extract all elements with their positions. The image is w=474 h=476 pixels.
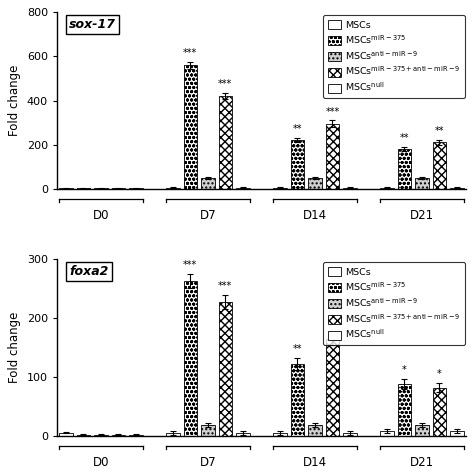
Legend: MSCs, MSCs$^{\mathrm{miR-375}}$, MSCs$^{\mathrm{anti-miR-9}}$, MSCs$^{\mathrm{mi: MSCs, MSCs$^{\mathrm{miR-375}}$, MSCs$^{…: [323, 15, 465, 98]
Bar: [183, 65, 197, 189]
Bar: [201, 178, 215, 189]
Bar: [415, 425, 428, 436]
Bar: [273, 188, 287, 189]
Text: D0: D0: [92, 456, 109, 469]
Bar: [94, 435, 108, 436]
Text: **: **: [292, 124, 302, 134]
Bar: [111, 435, 125, 436]
Bar: [433, 142, 446, 189]
Bar: [129, 435, 143, 436]
Bar: [166, 433, 180, 436]
Text: ***: ***: [183, 48, 198, 58]
Y-axis label: Fold change: Fold change: [9, 312, 21, 383]
Text: **: **: [328, 319, 337, 329]
Text: D21: D21: [410, 456, 434, 469]
Text: *: *: [437, 369, 442, 379]
Bar: [326, 339, 339, 436]
Bar: [415, 178, 428, 189]
Text: ***: ***: [218, 79, 232, 89]
Bar: [219, 96, 232, 189]
Bar: [201, 425, 215, 436]
Bar: [291, 364, 304, 436]
Text: D7: D7: [200, 456, 216, 469]
Text: ***: ***: [183, 260, 198, 270]
Text: **: **: [292, 344, 302, 354]
Text: D14: D14: [303, 456, 327, 469]
Text: D21: D21: [410, 209, 434, 222]
Text: **: **: [400, 133, 409, 143]
Text: D0: D0: [92, 209, 109, 222]
Bar: [450, 431, 464, 436]
Bar: [398, 384, 411, 436]
Bar: [450, 188, 464, 189]
Bar: [398, 149, 411, 189]
Bar: [166, 188, 180, 189]
Bar: [236, 188, 250, 189]
Text: D14: D14: [303, 209, 327, 222]
Bar: [343, 433, 357, 436]
Bar: [380, 431, 394, 436]
Bar: [76, 435, 90, 436]
Text: **: **: [435, 127, 444, 137]
Text: *: *: [402, 366, 407, 376]
Legend: MSCs, MSCs$^{\mathrm{miR-375}}$, MSCs$^{\mathrm{anti-miR-9}}$, MSCs$^{\mathrm{mi: MSCs, MSCs$^{\mathrm{miR-375}}$, MSCs$^{…: [323, 262, 465, 345]
Bar: [183, 281, 197, 436]
Bar: [219, 302, 232, 436]
Bar: [343, 188, 357, 189]
Bar: [236, 433, 250, 436]
Text: foxa2: foxa2: [69, 265, 109, 278]
Text: ***: ***: [325, 107, 339, 117]
Bar: [380, 188, 394, 189]
Bar: [59, 433, 73, 436]
Bar: [291, 140, 304, 189]
Bar: [308, 178, 322, 189]
Bar: [326, 124, 339, 189]
Text: ***: ***: [218, 281, 232, 291]
Bar: [273, 433, 287, 436]
Text: D7: D7: [200, 209, 216, 222]
Y-axis label: Fold change: Fold change: [9, 65, 21, 136]
Bar: [308, 425, 322, 436]
Bar: [433, 387, 446, 436]
Text: sox-17: sox-17: [69, 18, 116, 30]
